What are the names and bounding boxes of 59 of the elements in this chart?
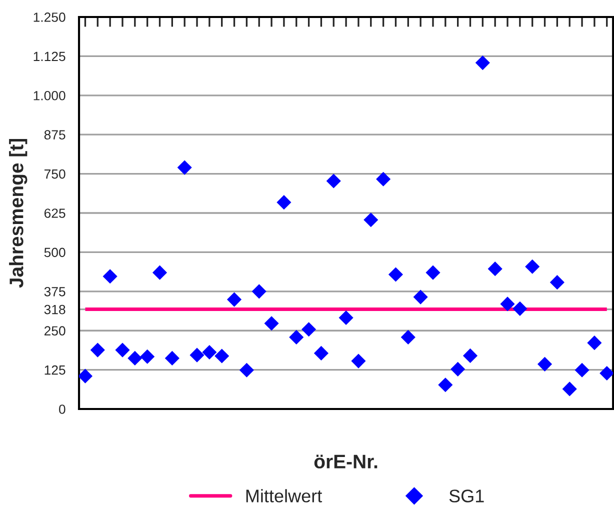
point: [302, 322, 316, 337]
point: [562, 382, 577, 396]
point: [264, 316, 279, 331]
point: [252, 284, 266, 299]
point: [190, 348, 204, 362]
point: [488, 262, 502, 276]
point: [500, 296, 515, 312]
point: [177, 160, 192, 175]
point: [140, 349, 155, 364]
point: [512, 301, 528, 316]
point: [400, 330, 416, 344]
point: [102, 269, 118, 284]
point: [289, 330, 304, 344]
point: [115, 342, 130, 358]
y-axis-title: Jahresmenge [t]: [9, 138, 28, 288]
point: [525, 259, 540, 274]
point: [462, 348, 478, 363]
legend-label: Mittelwert: [246, 489, 322, 502]
point: [600, 366, 614, 381]
point: [376, 172, 391, 186]
y-tick-label: 318: [44, 304, 66, 314]
y-tick-label: 1.125: [34, 52, 66, 62]
point: [438, 378, 453, 392]
point: [426, 265, 440, 280]
y-tick-label: 125: [44, 365, 66, 375]
y-tick-label: 500: [44, 248, 66, 258]
point: [388, 267, 404, 282]
point: [202, 344, 217, 360]
point: [164, 350, 180, 366]
point: [574, 362, 590, 378]
y-tick-label: 625: [44, 208, 66, 218]
point: [128, 350, 142, 366]
y-tick-label: 375: [44, 286, 66, 296]
point: [226, 292, 242, 307]
point: [364, 212, 378, 228]
point: [338, 310, 354, 326]
x-axis-title: örE-Nr.: [314, 454, 378, 468]
point: [152, 265, 168, 280]
point: [79, 368, 93, 384]
point: [276, 195, 292, 210]
point: [450, 362, 466, 376]
point: [351, 354, 366, 368]
y-tick-label: 750: [44, 169, 66, 179]
point: [314, 346, 328, 360]
point: [239, 362, 254, 378]
point: [214, 348, 230, 364]
point: [550, 275, 564, 290]
point: [90, 342, 105, 358]
point: [587, 336, 602, 350]
y-tick-label: 875: [44, 130, 66, 140]
point: [326, 174, 341, 188]
y-tick-label: 0: [59, 404, 66, 414]
point: [475, 56, 490, 70]
y-tick-label: 250: [44, 326, 66, 336]
point: [537, 356, 552, 372]
y-tick-label: 1.250: [34, 12, 66, 22]
legend-label: SG1: [449, 490, 484, 502]
y-tick-label: 1.000: [34, 90, 66, 100]
point: [413, 290, 428, 304]
